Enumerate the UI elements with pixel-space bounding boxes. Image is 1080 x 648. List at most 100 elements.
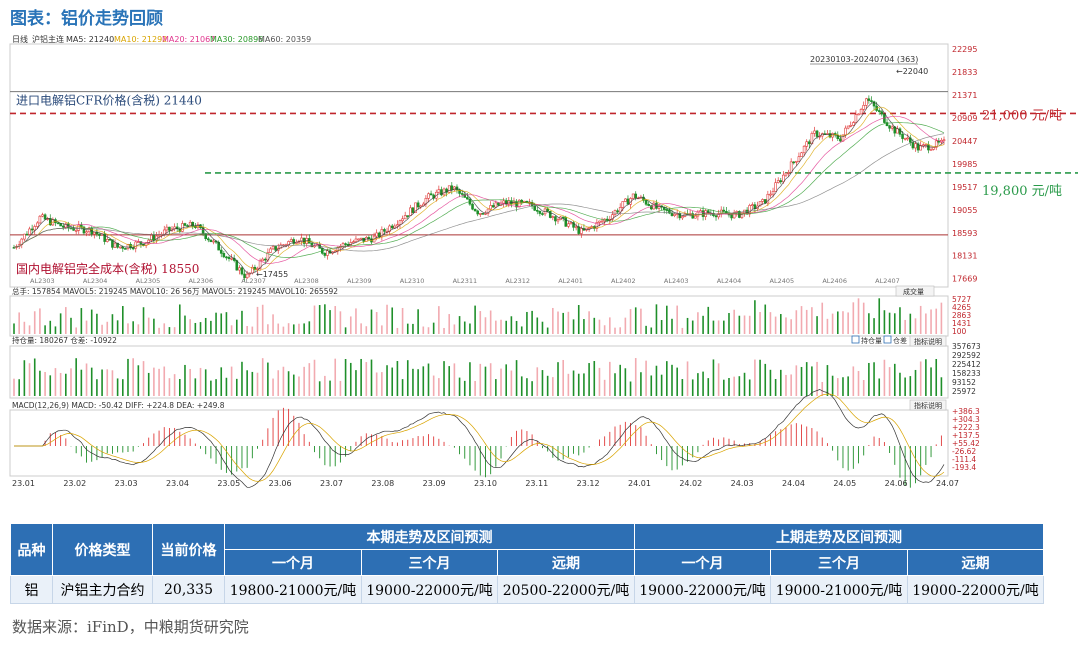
candle-body: [877, 110, 881, 112]
candle-body: [789, 161, 793, 173]
candle-body: [556, 219, 560, 222]
candle-body: [225, 256, 228, 259]
candle-body: [440, 189, 443, 196]
oi-bar: [318, 381, 321, 396]
oi-bar: [18, 379, 20, 396]
x-tick-18: 24.07: [936, 479, 959, 488]
volume-bar: [173, 327, 176, 334]
range-label: 20230103-20240704 (363): [810, 55, 918, 64]
oi-bar: [541, 370, 544, 396]
volume-bar: [666, 305, 668, 334]
contract-label-15: AL2406: [822, 277, 847, 285]
volume-button-label: 成交量: [903, 287, 924, 296]
oi-bar: [313, 359, 316, 396]
volume-bar: [427, 327, 430, 334]
oi-bar: [779, 369, 782, 396]
oi-bar: [790, 374, 792, 396]
figure-title: 图表：铝价走势回顾: [10, 9, 163, 29]
volume-bar: [303, 323, 305, 334]
candle-body: [352, 241, 355, 244]
oi-bar: [303, 366, 305, 396]
oi-bar: [552, 377, 554, 396]
volume-bar: [769, 312, 772, 334]
macd-diff-line: [14, 389, 945, 488]
volume-bar: [101, 324, 103, 334]
volume-bar: [676, 305, 678, 334]
candle-body: [344, 243, 347, 245]
volume-bar: [847, 312, 849, 334]
candle-body: [569, 222, 573, 225]
oi-bar: [873, 362, 875, 396]
volume-bar: [878, 298, 881, 334]
candle-body: [763, 199, 767, 204]
oi-bar: [925, 359, 927, 396]
candle-body: [458, 189, 461, 194]
ma-legend-3: MA30: 20896: [210, 35, 263, 44]
candle-body: [740, 212, 744, 218]
volume-bar: [857, 298, 860, 334]
oi-tick-4: 93152: [952, 378, 976, 387]
y-tick-4: 20447: [952, 137, 977, 146]
candle-body: [896, 128, 899, 134]
volume-bar: [168, 327, 171, 334]
candle-body: [919, 145, 922, 151]
volume-bar: [748, 315, 751, 334]
volume-bar: [39, 308, 41, 334]
volume-bar: [686, 317, 689, 334]
candle-body: [271, 246, 275, 250]
candle-body: [888, 125, 891, 129]
candle-body: [807, 141, 811, 145]
volume-bar: [909, 313, 912, 334]
candle-body: [152, 234, 156, 241]
oi-bar: [655, 365, 658, 396]
th-variety: 品种: [10, 523, 53, 576]
oi-bar: [153, 367, 155, 396]
volume-bar: [438, 306, 440, 334]
volume-bar: [391, 307, 394, 334]
cell-current-price: 20,335: [152, 575, 225, 604]
volume-bar: [712, 320, 715, 334]
oi-bar: [836, 378, 839, 396]
candle-body: [502, 200, 505, 204]
candle-body: [43, 214, 47, 220]
oi-bar: [495, 379, 497, 396]
volume-bar: [919, 305, 922, 334]
oi-bar: [826, 365, 829, 396]
macd-dea-line: [14, 393, 945, 482]
candle-body: [600, 220, 604, 223]
candle-body: [33, 226, 37, 231]
candle-body: [289, 239, 293, 242]
candle-body: [36, 222, 39, 227]
volume-bar: [826, 318, 829, 334]
volume-bar: [759, 312, 761, 334]
oi-bar: [562, 359, 564, 396]
volume-bar: [215, 312, 217, 334]
oi-bar: [116, 378, 119, 396]
volume-bar: [267, 324, 269, 334]
oi-bar: [930, 367, 932, 396]
x-tick-0: 23.01: [12, 479, 35, 488]
volume-bar: [583, 319, 585, 334]
candle-body: [77, 224, 81, 231]
candle-body: [23, 233, 26, 240]
oi-bar: [888, 367, 891, 396]
candle-body: [854, 114, 858, 123]
oi-bar: [33, 358, 36, 396]
volume-bar: [256, 306, 259, 334]
candle-body: [649, 205, 653, 210]
volume-bar: [925, 313, 927, 334]
candle-body: [212, 240, 215, 243]
oi-bar: [598, 367, 601, 396]
candle-body: [124, 248, 127, 250]
volume-bar: [614, 327, 616, 334]
candle-body: [862, 105, 865, 110]
oi-bar: [743, 372, 746, 396]
macd-tick-4: +55.42: [952, 439, 980, 448]
volume-tick-1: 4265: [952, 303, 971, 312]
volume-bar: [401, 307, 404, 334]
volume-bar: [360, 323, 362, 334]
volume-bar: [147, 317, 150, 334]
candle-body: [906, 137, 910, 140]
oi-bar: [339, 380, 342, 396]
volume-bar: [821, 302, 824, 334]
